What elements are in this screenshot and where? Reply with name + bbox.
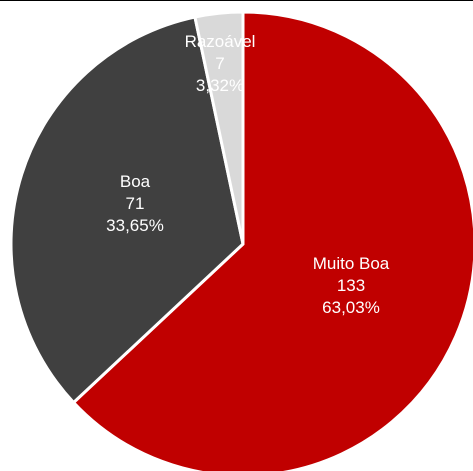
slice-name-label: Razoável <box>185 32 256 51</box>
pie-label-2: Razoável 7 3,32% <box>185 32 256 95</box>
slice-name-label: Muito Boa <box>313 254 390 273</box>
pie-slices <box>9 10 473 471</box>
pie-label-0: Muito Boa 133 63,03% <box>313 254 390 317</box>
slice-percent-label: 3,32% <box>196 76 244 95</box>
slice-count-label: 71 <box>126 194 145 213</box>
pie-labels: Muito Boa 133 63,03% Boa 71 33,65% Razoável 7 3,… <box>106 32 390 317</box>
pie-slice-1 <box>9 15 245 404</box>
slice-count-label: 133 <box>337 276 365 295</box>
slice-name-label: Boa <box>120 172 151 191</box>
pie-slice-2 <box>193 10 245 246</box>
slice-percent-label: 63,03% <box>322 298 380 317</box>
slice-count-label: 7 <box>215 54 224 73</box>
pie-label-1: Boa 71 33,65% <box>106 172 164 235</box>
slice-percent-label: 33,65% <box>106 216 164 235</box>
